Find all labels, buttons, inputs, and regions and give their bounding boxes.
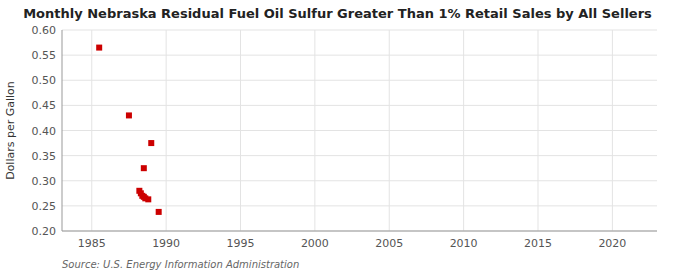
point <box>126 112 132 118</box>
point <box>96 45 102 51</box>
point <box>148 140 154 146</box>
x-axis-line <box>62 231 657 232</box>
x-grid-line <box>240 30 241 231</box>
x-grid-line <box>612 30 613 231</box>
y-grid-line <box>62 180 657 181</box>
x-grid-line <box>538 30 539 231</box>
y-tick-label: 0.20 <box>32 225 57 238</box>
x-tick-label: 2020 <box>598 237 626 250</box>
x-tick-label: 1990 <box>152 237 180 250</box>
x-tick-label: 2015 <box>524 237 552 250</box>
y-tick-label: 0.50 <box>32 74 57 87</box>
chart: 0.20 0.25 0.30 0.35 0.40 0.45 0.50 0.55 0.60 1985… <box>0 0 675 275</box>
point <box>156 209 162 215</box>
y-tick-label: 0.25 <box>32 200 57 213</box>
x-tick-label: 1995 <box>227 237 255 250</box>
y-grid-line <box>62 130 657 131</box>
y-grid-line <box>62 30 657 31</box>
point <box>145 196 151 202</box>
y-tick-label: 0.60 <box>32 24 57 37</box>
point <box>141 165 147 171</box>
x-tick-label: 2000 <box>301 237 329 250</box>
x-grid-line <box>314 30 315 231</box>
y-axis-label: Dollars per Gallon <box>4 81 17 180</box>
title: Monthly Nebraska Residual Fuel Oil Sulfu… <box>23 6 652 21</box>
y-grid-line <box>62 155 657 156</box>
x-grid-line <box>389 30 390 231</box>
points <box>96 45 162 215</box>
x-grid-line <box>166 30 167 231</box>
x-tick-label: 2010 <box>450 237 478 250</box>
y-tick-label: 0.40 <box>32 125 57 138</box>
x-grid-line <box>463 30 464 231</box>
y-tick-label: 0.30 <box>32 175 57 188</box>
x-tick-label: 1985 <box>78 237 106 250</box>
source-note: Source: U.S. Energy Information Administ… <box>62 259 299 270</box>
x-grid-line <box>91 30 92 231</box>
y-grid-line <box>62 205 657 206</box>
y-tick-label: 0.35 <box>32 150 57 163</box>
y-tick-label: 0.45 <box>32 99 57 112</box>
y-grid-line <box>62 55 657 56</box>
plot-area <box>62 30 657 231</box>
y-axis-line <box>62 30 63 231</box>
x-tick-label: 2005 <box>375 237 403 250</box>
grid <box>62 30 657 231</box>
axes: 0.20 0.25 0.30 0.35 0.40 0.45 0.50 0.55 0.60 1985… <box>32 24 658 250</box>
y-grid-line <box>62 105 657 106</box>
y-grid-line <box>62 80 657 81</box>
y-tick-label: 0.55 <box>32 49 57 62</box>
y-grid-line <box>62 231 657 232</box>
